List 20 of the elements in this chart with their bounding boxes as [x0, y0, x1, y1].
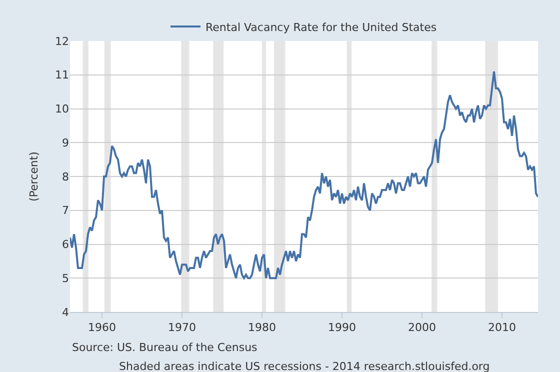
legend-label: Rental Vacancy Rate for the United States: [206, 20, 437, 34]
y-tick-label: 6: [62, 238, 69, 252]
text: Shaded areas indicate US recessions - 2014 research.stlouisfed.org: [119, 360, 490, 372]
y-tick-label: 8: [62, 170, 69, 184]
y-tick-label: 12: [55, 34, 69, 48]
y-tick-label: 9: [62, 136, 69, 150]
x-tick-label: 1960: [88, 321, 116, 334]
y-tick-label: 5: [62, 272, 69, 285]
source-note: Source: US. Bureau of the Census: [72, 341, 258, 354]
x-tick-label: 1970: [168, 321, 196, 334]
y-tick-label: 4: [62, 306, 69, 319]
y-axis-title: (Percent): [28, 152, 41, 202]
line-series: [70, 70, 538, 280]
x-tick-label: 1990: [328, 321, 356, 334]
x-tick-label: 2010: [488, 321, 516, 334]
y-tick-label: 7: [62, 204, 69, 218]
x-tick-label: 1980: [248, 321, 276, 334]
y-tick-label: 11: [55, 68, 69, 82]
x-tick-label: 2000: [408, 321, 436, 334]
y-tick-label: 10: [55, 102, 69, 116]
